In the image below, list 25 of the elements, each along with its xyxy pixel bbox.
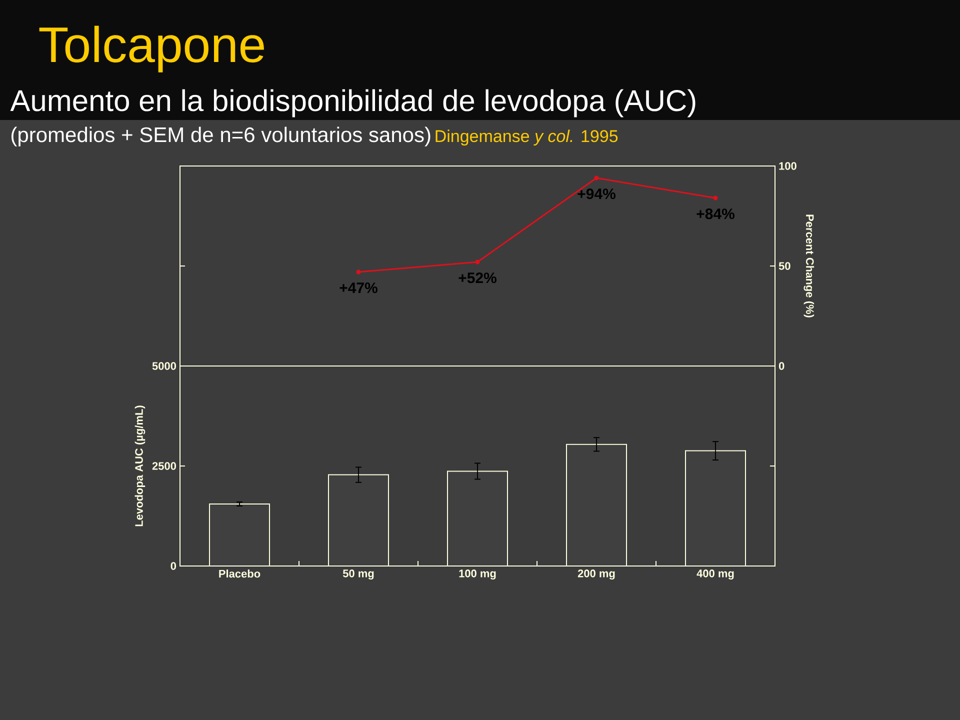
y-tick-label: 100 — [779, 162, 796, 170]
point — [594, 176, 599, 180]
point — [475, 260, 480, 264]
data-label: +94% — [578, 188, 616, 200]
text: Dingemanse y col. 1995 — [436, 130, 618, 146]
chart-title: Tolcapone — [39, 26, 264, 72]
data-label: +52% — [458, 272, 496, 284]
y-axis-title: Percent Change (%) — [804, 214, 814, 318]
y-tick-label: 50 — [778, 262, 790, 270]
y-tick-label: 0 — [170, 562, 176, 570]
text: (promedios + SEM de n=6 voluntarios sanos) — [12, 126, 430, 146]
y-axis-title: Levodopa AUC (µg/mL) — [134, 406, 146, 526]
point — [713, 196, 718, 200]
y-tick-label: 5000 — [152, 362, 176, 370]
x-tick-label: 400 mg — [696, 570, 734, 580]
x-tick-label: Placebo — [219, 570, 260, 578]
chart-subtitle: Aumento en la biodisponibilidad de levodopa (AUC) — [10, 89, 696, 118]
x-tick-label: 100 mg — [459, 570, 496, 580]
point — [356, 270, 361, 274]
x-tick-label: 200 mg — [578, 570, 615, 580]
data-label: +47% — [340, 282, 378, 294]
x-tick-label: 50 mg — [342, 570, 374, 580]
y-tick-label: 0 — [778, 362, 784, 370]
y-tick-label: 2500 — [152, 462, 176, 470]
data-label: +84% — [696, 208, 734, 220]
